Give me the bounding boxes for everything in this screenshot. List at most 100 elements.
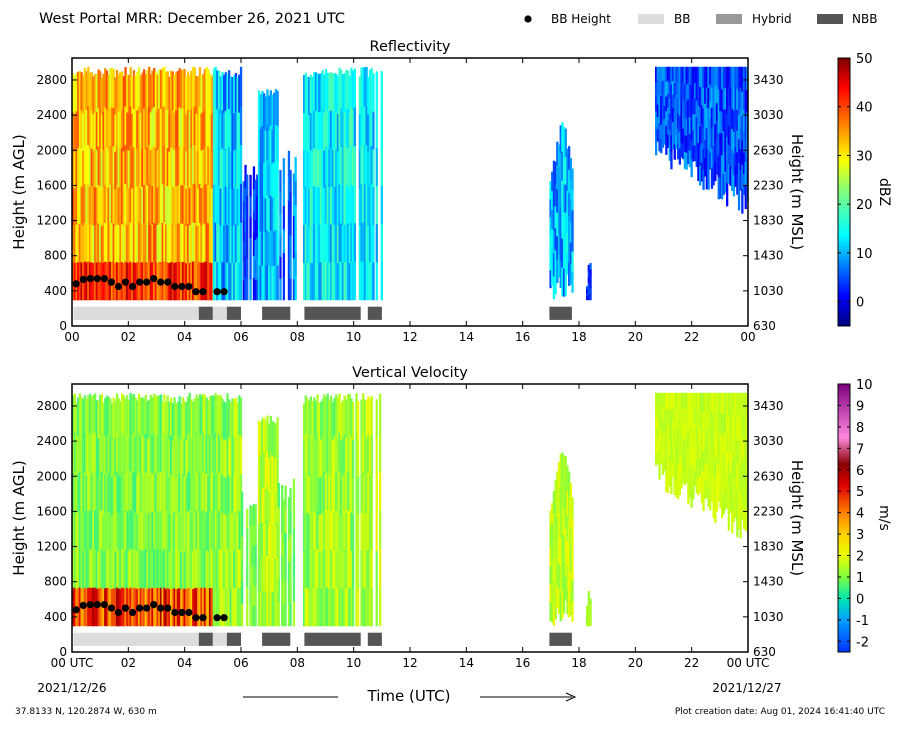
field-cell xyxy=(173,549,176,589)
field-cell xyxy=(345,69,348,109)
field-cell xyxy=(554,227,557,251)
field-cell xyxy=(127,550,131,589)
field-cell xyxy=(729,106,732,127)
field-cell xyxy=(697,123,700,144)
field-cell xyxy=(340,514,343,552)
field-cell xyxy=(178,511,181,550)
field-cell xyxy=(658,464,661,480)
field-cell xyxy=(217,548,221,588)
field-cell xyxy=(355,431,358,472)
field-cell xyxy=(119,223,122,263)
field-cell xyxy=(257,557,261,593)
field-cell xyxy=(126,548,129,588)
field-cell xyxy=(692,113,695,131)
field-cell xyxy=(143,184,146,224)
field-cell xyxy=(675,444,678,463)
bb-height-point xyxy=(220,614,228,622)
field-cell xyxy=(668,454,671,471)
field-cell xyxy=(714,104,717,125)
field-cell xyxy=(324,261,328,301)
field-cell xyxy=(252,544,256,566)
field-cell xyxy=(100,393,103,433)
field-cell xyxy=(82,187,85,226)
field-cell xyxy=(323,510,326,550)
field-cell xyxy=(666,93,670,108)
field-cell xyxy=(223,187,226,226)
field-cell xyxy=(149,224,152,263)
field-cell xyxy=(311,113,314,152)
field-cell xyxy=(107,74,110,113)
field-cell xyxy=(115,184,119,224)
field-cell xyxy=(693,113,697,130)
field-cell xyxy=(346,261,350,301)
field-cell xyxy=(362,393,365,433)
field-cell xyxy=(105,185,109,224)
field-cell xyxy=(274,591,278,627)
field-cell xyxy=(234,261,238,301)
field-cell xyxy=(658,66,661,82)
field-cell xyxy=(205,260,208,301)
field-cell xyxy=(97,550,100,589)
field-cell xyxy=(82,224,85,263)
field-cell xyxy=(117,549,120,589)
field-cell xyxy=(355,509,358,549)
field-cell xyxy=(341,262,345,301)
field-cell xyxy=(680,408,683,426)
field-cell xyxy=(85,399,88,438)
field-cell xyxy=(268,163,271,199)
field-cell xyxy=(739,392,742,418)
field-cell xyxy=(564,212,567,241)
field-cell xyxy=(328,550,331,589)
field-cell xyxy=(687,131,690,149)
field-cell xyxy=(249,174,252,197)
field-cell xyxy=(557,487,561,514)
field-cell xyxy=(149,394,152,434)
field-cell xyxy=(269,485,272,522)
field-cell xyxy=(314,438,318,477)
field-cell xyxy=(221,512,224,551)
field-cell xyxy=(100,548,103,588)
field-cell xyxy=(252,210,256,234)
field-cell xyxy=(309,472,312,512)
field-cell xyxy=(112,222,115,262)
field-cell xyxy=(353,184,356,224)
field-cell xyxy=(673,460,676,478)
field-cell xyxy=(214,144,217,184)
field-cell xyxy=(328,474,331,514)
field-cell xyxy=(266,450,269,487)
field-cell xyxy=(368,146,372,186)
field-cell xyxy=(702,128,705,149)
field-cell xyxy=(144,111,147,150)
field-cell xyxy=(704,103,707,122)
field-cell xyxy=(264,198,267,233)
field-cell xyxy=(72,224,75,263)
field-cell xyxy=(677,143,680,160)
field-cell xyxy=(78,393,82,433)
field-cell xyxy=(746,111,748,135)
field-cell xyxy=(709,134,712,153)
field-cell xyxy=(132,261,136,301)
field-cell xyxy=(303,551,306,590)
field-cell xyxy=(221,223,224,263)
field-cell xyxy=(171,588,174,627)
field-cell xyxy=(192,439,195,477)
field-cell xyxy=(330,472,333,512)
field-cell xyxy=(379,393,382,433)
field-cell xyxy=(323,149,326,188)
field-cell xyxy=(673,426,676,445)
field-cell xyxy=(282,276,285,301)
field-cell xyxy=(682,467,685,484)
field-cell xyxy=(274,124,278,160)
field-cell xyxy=(704,157,707,177)
field-cell xyxy=(148,474,151,514)
field-cell xyxy=(210,510,213,550)
field-cell xyxy=(551,582,554,603)
field-cell xyxy=(208,111,212,150)
field-cell xyxy=(277,483,280,508)
field-cell xyxy=(134,75,137,114)
field-cell xyxy=(156,434,159,474)
field-cell xyxy=(107,473,110,512)
field-cell xyxy=(173,112,176,151)
field-cell xyxy=(678,460,681,479)
field-cell xyxy=(193,474,196,513)
